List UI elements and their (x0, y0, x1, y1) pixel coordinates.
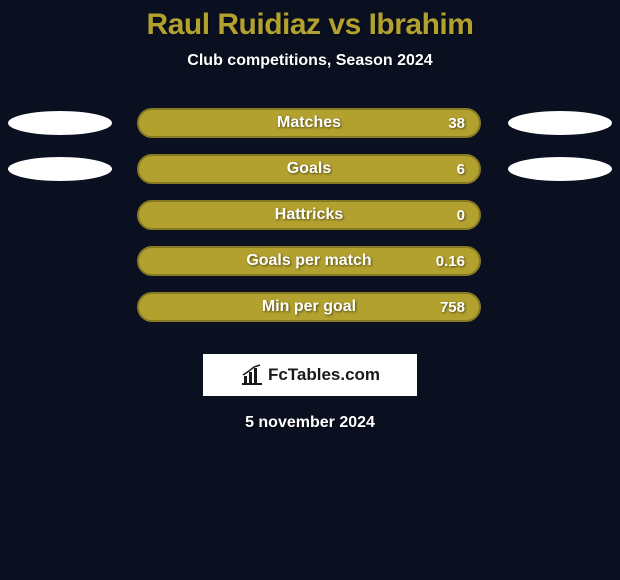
date-text: 5 november 2024 (0, 414, 620, 432)
stat-value: 6 (457, 161, 465, 178)
right-marker-ellipse (508, 157, 612, 181)
stat-value: 0 (457, 207, 465, 224)
stat-row: Matches 38 (0, 108, 620, 138)
stat-bar: Matches 38 (137, 108, 481, 138)
stats-list: Matches 38 Goals 6 Hattricks 0 Goals per match… (0, 108, 620, 322)
stat-label: Matches (277, 114, 341, 132)
stat-row: Goals per match 0.16 (0, 246, 620, 276)
stat-value: 0.16 (436, 253, 465, 270)
page-title: Raul Ruidiaz vs Ibrahim (0, 8, 620, 42)
stat-bar: Goals per match 0.16 (137, 246, 481, 276)
stat-row: Goals 6 (0, 154, 620, 184)
stat-row: Hattricks 0 (0, 200, 620, 230)
stat-label: Goals (287, 160, 331, 178)
stat-row: Min per goal 758 (0, 292, 620, 322)
stat-bar: Hattricks 0 (137, 200, 481, 230)
logo: FcTables.com (240, 364, 380, 386)
stat-label: Min per goal (262, 298, 356, 316)
stat-bar: Min per goal 758 (137, 292, 481, 322)
comparison-card: Raul Ruidiaz vs Ibrahim Club competition… (0, 0, 620, 432)
stat-value: 38 (448, 115, 465, 132)
logo-text: FcTables.com (268, 365, 380, 385)
subtitle: Club competitions, Season 2024 (0, 52, 620, 70)
left-marker-ellipse (8, 157, 112, 181)
chart-icon (240, 364, 264, 386)
stat-bar: Goals 6 (137, 154, 481, 184)
stat-label: Goals per match (246, 252, 371, 270)
stat-value: 758 (440, 299, 465, 316)
left-marker-ellipse (8, 111, 112, 135)
right-marker-ellipse (508, 111, 612, 135)
stat-label: Hattricks (275, 206, 343, 224)
logo-box: FcTables.com (203, 354, 417, 396)
